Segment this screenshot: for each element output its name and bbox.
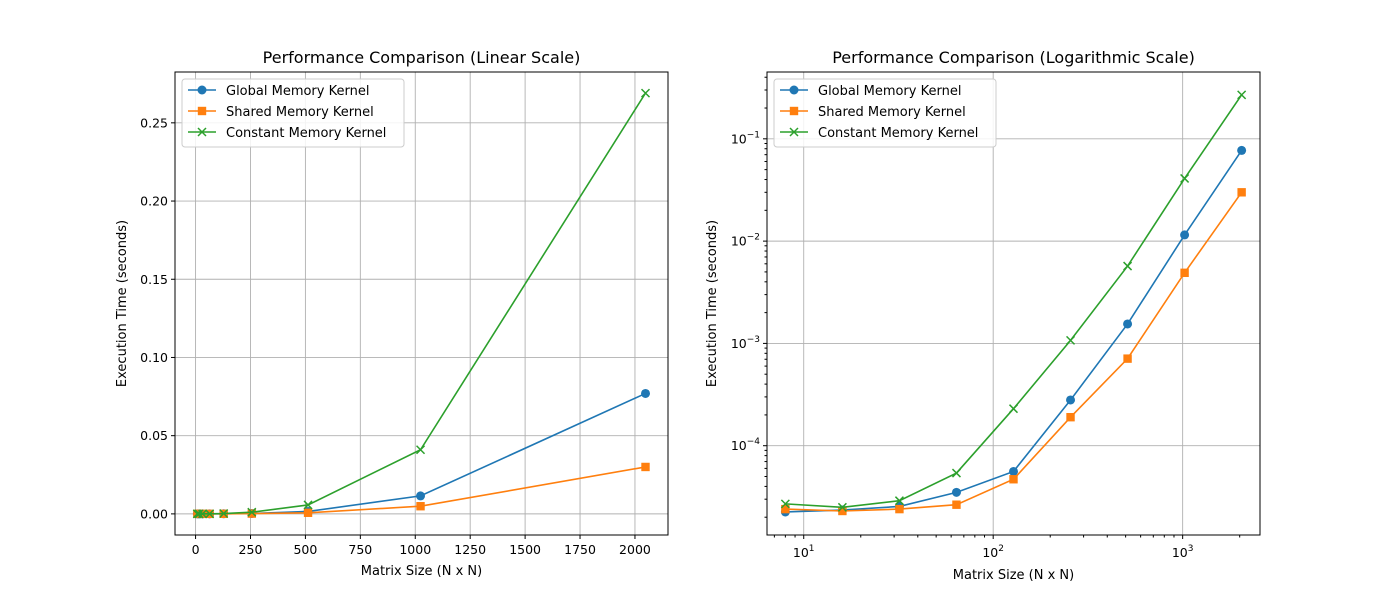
linear-chart-title: Performance Comparison (Linear Scale) (263, 48, 581, 67)
linear-scale-panel: 0 250 500 750 1000 1250 1500 1750 2000 0.000.050… (115, 48, 669, 579)
log-legend-constant-marker (789, 127, 799, 137)
linear-x-tick-label: 1750 (564, 542, 596, 557)
linear-y-tick-label: 0.00 (140, 506, 168, 521)
log-constant-point (1123, 261, 1133, 271)
log-legend-label-shared: Shared Memory Kernel (818, 105, 966, 120)
linear-grid (175, 72, 668, 535)
linear-x-tick-label: 750 (348, 542, 372, 557)
linear-legend-label-shared: Shared Memory Kernel (226, 105, 374, 120)
log-global-point (1180, 230, 1190, 240)
linear-x-tick-label: 250 (239, 542, 263, 557)
log-global-point (1066, 395, 1076, 405)
linear-y-tick-label: 0.10 (140, 350, 168, 365)
linear-legend-constant-marker (197, 127, 207, 137)
linear-y-ticks: 0.00 0.05 0.10 0.15 0.20 0.25 (140, 115, 175, 521)
linear-y-tick-label: 0.05 (140, 428, 168, 443)
log-legend-global-marker (789, 85, 799, 95)
linear-legend-shared-marker (197, 106, 207, 116)
log-series-layer (780, 90, 1247, 517)
linear-x-tick-label: 1500 (509, 542, 541, 557)
linear-x-tick-label: 1250 (454, 542, 486, 557)
linear-x-axis-label: Matrix Size (N x N) (361, 564, 482, 579)
linear-shared-point (247, 509, 257, 518)
linear-x-tick-label: 500 (293, 542, 317, 557)
linear-shared-point (416, 502, 425, 511)
log-global-point (1123, 319, 1133, 329)
linear-y-tick-label: 0.20 (140, 194, 168, 209)
linear-constant-point (416, 445, 426, 455)
log-shared-point (1237, 188, 1246, 197)
linear-series-layer (192, 88, 651, 519)
log-y-axis-label: Execution Time (seconds) (705, 220, 720, 387)
log-constant-point (894, 496, 904, 506)
log-global-point (951, 487, 961, 497)
log-legend-label-global: Global Memory Kernel (818, 84, 961, 99)
log-shared-point (838, 506, 847, 516)
linear-y-axis-label: Execution Time (seconds) (115, 220, 130, 387)
linear-shared-point (641, 462, 650, 472)
log-shared-point (895, 504, 904, 514)
linear-constant-point (640, 88, 651, 98)
log-shared-point (1180, 268, 1189, 278)
log-global-point (1237, 145, 1247, 155)
log-constant-point (1065, 335, 1076, 345)
log-legend-label-constant: Constant Memory Kernel (818, 126, 978, 141)
linear-global-point (641, 388, 651, 398)
log-constant-point (1180, 173, 1190, 183)
linear-legend: Global Memory Kernel Shared Memory Kerne… (181, 78, 405, 148)
log-global-point (1009, 466, 1018, 476)
log-shared-point (1123, 354, 1132, 363)
linear-x-ticks: 0 250 500 750 1000 1250 1500 1750 2000 (192, 535, 651, 557)
log-scale-panel: 101 102 103 10−410−310−210−1 Performance C… (705, 48, 1261, 583)
linear-plot-frame (174, 71, 669, 536)
linear-constant-point (303, 500, 313, 510)
linear-constant-point (205, 509, 215, 519)
log-legend-shared-marker (789, 106, 799, 116)
linear-y-tick-label: 0.15 (140, 272, 168, 287)
log-constant-point (837, 502, 847, 512)
log-constant-point (951, 468, 961, 478)
log-shared-point (1066, 412, 1075, 422)
log-shared-point (1009, 475, 1018, 484)
log-constant-point (1008, 404, 1019, 414)
linear-constant-point (194, 509, 204, 519)
log-constant-point (780, 499, 790, 509)
linear-shared-point (303, 508, 313, 517)
linear-x-tick-label: 1000 (399, 542, 431, 557)
linear-constant-point (219, 508, 229, 519)
log-plot-frame (766, 71, 1261, 536)
linear-y-tick-label: 0.25 (140, 115, 168, 130)
linear-constant-point (198, 509, 208, 519)
log-legend: Global Memory Kernel Shared Memory Kerne… (773, 78, 997, 148)
log-constant-point (1237, 90, 1247, 100)
log-chart-title: Performance Comparison (Logarithmic Scal… (832, 48, 1195, 67)
log-legend-box (773, 78, 997, 148)
log-shared-point (952, 500, 961, 509)
log-shared-point (781, 504, 790, 514)
linear-global-point (416, 491, 426, 501)
linear-legend-label-global: Global Memory Kernel (226, 84, 369, 99)
linear-legend-global-marker (197, 85, 207, 95)
linear-legend-box (181, 78, 405, 148)
linear-x-tick-label: 0 (192, 542, 200, 557)
linear-x-tick-label: 2000 (619, 542, 651, 557)
linear-legend-label-constant: Constant Memory Kernel (226, 126, 386, 141)
log-x-axis-label: Matrix Size (N x N) (953, 568, 1074, 583)
linear-constant-point (247, 507, 257, 517)
